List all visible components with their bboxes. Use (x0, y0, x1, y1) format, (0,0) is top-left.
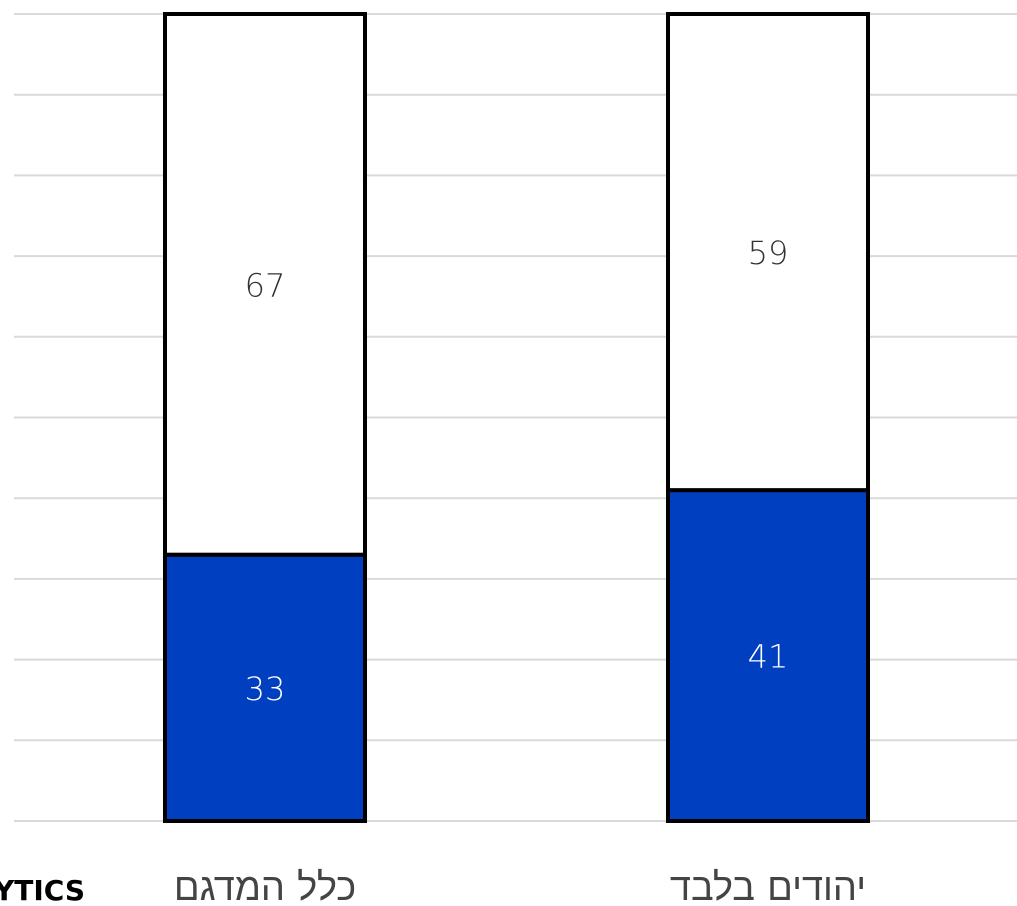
bars (163, 12, 870, 823)
data-labels: 33 67 41 59 (245, 234, 789, 708)
data-label: 59 (748, 234, 789, 272)
data-label: 67 (245, 266, 286, 304)
category-label: יהודים בלבד (670, 865, 866, 906)
category-labels: כלל המדגם יהודים בלבד (174, 865, 866, 906)
brand-logo-text: YTICS (0, 874, 85, 906)
bar-segment (163, 12, 367, 557)
bar-segment (666, 488, 870, 823)
bar-segment (163, 552, 367, 823)
bar-segment (666, 12, 870, 493)
data-label: 41 (748, 638, 789, 676)
data-label: 33 (245, 670, 286, 708)
category-label: כלל המדגם (174, 865, 356, 906)
